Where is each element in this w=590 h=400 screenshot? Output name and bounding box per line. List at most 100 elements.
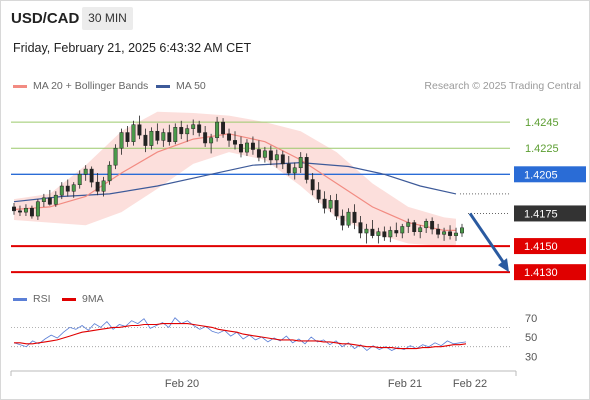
- support-tag: [514, 238, 586, 255]
- candle-up: [119, 132, 124, 149]
- candle-down: [382, 231, 387, 238]
- candle-up: [101, 180, 106, 192]
- rsi-label: RSI: [33, 293, 51, 305]
- candle-down: [203, 132, 208, 144]
- candle-down: [412, 222, 417, 232]
- support-label: 1.4130: [524, 267, 558, 279]
- candle-up: [191, 124, 196, 129]
- resistance-label: 1.4225: [525, 143, 559, 155]
- support-label: 1.4150: [524, 241, 558, 253]
- candle-up: [185, 128, 190, 135]
- rsi-swatch: [13, 297, 27, 301]
- timeframe-badge[interactable]: 30 MIN: [82, 7, 133, 30]
- ma50-line: [13, 161, 457, 203]
- research-credit: Research © 2025 Trading Central: [424, 80, 581, 92]
- legend-rsi: RSI: [13, 293, 51, 305]
- candle-up: [400, 226, 405, 234]
- candle-down: [322, 198, 327, 209]
- symbol-title: USD/CAD: [11, 10, 80, 27]
- candle-down: [47, 197, 52, 205]
- candle-up: [173, 127, 178, 142]
- candle-up: [454, 232, 458, 236]
- forecast-arrowhead: [498, 258, 509, 273]
- timestamp: Friday, February 21, 2025 6:43:32 AM CET: [13, 41, 252, 55]
- candle-down: [227, 133, 231, 141]
- x-tick-label: Feb 21: [388, 378, 422, 390]
- candle-up: [77, 174, 82, 185]
- x-tick-label: Feb 22: [453, 378, 487, 390]
- candle-up: [292, 167, 297, 174]
- support-tag: [514, 264, 586, 281]
- candle-up: [209, 137, 214, 144]
- candle-up: [107, 164, 112, 182]
- last-price-label: 1.4175: [524, 208, 558, 220]
- rsi-line: [13, 317, 467, 352]
- candle-up: [23, 207, 28, 213]
- candle-up: [215, 121, 220, 139]
- chart-header: USD/CAD 30 MIN: [0, 0, 590, 38]
- 9ma-line: [14, 323, 467, 350]
- candle-up: [424, 221, 429, 229]
- candle-up: [113, 147, 118, 166]
- candle-up: [418, 227, 423, 232]
- candle-down: [18, 210, 22, 213]
- candle-up: [149, 130, 154, 146]
- ma20-line: [13, 133, 456, 231]
- candle-down: [430, 221, 435, 230]
- candle-down: [143, 134, 148, 146]
- last-price-tag: [514, 205, 586, 222]
- candle-down: [448, 231, 453, 236]
- rsi-tick-label: 50: [525, 332, 537, 344]
- forecast-arrow: [468, 212, 506, 265]
- bollinger-band: [14, 111, 456, 247]
- candle-up: [262, 150, 267, 158]
- candle-down: [155, 130, 160, 141]
- candle-up: [364, 228, 369, 234]
- candle-up: [274, 154, 279, 161]
- candle-down: [394, 230, 399, 234]
- candle-up: [131, 124, 136, 142]
- candle-down: [167, 132, 172, 142]
- candle-down: [233, 140, 237, 145]
- candle-down: [250, 142, 255, 150]
- legend-9ma: 9MA: [62, 293, 104, 305]
- candle-down: [239, 144, 243, 153]
- candle-up: [41, 197, 46, 202]
- pivot-tag: [514, 166, 586, 183]
- candle-down: [256, 149, 261, 158]
- candle-down: [137, 124, 142, 136]
- candle-down: [179, 127, 184, 135]
- candle-up: [71, 184, 76, 192]
- candle-down: [65, 185, 70, 192]
- candle-down: [89, 168, 94, 183]
- candle-up: [83, 168, 88, 175]
- candle-down: [436, 228, 441, 235]
- rsi-tick-label: 70: [525, 313, 537, 325]
- candle-down: [352, 211, 357, 223]
- candle-up: [59, 185, 64, 196]
- candle-up: [298, 157, 303, 169]
- pivot-label: 1.4205: [524, 169, 558, 181]
- candle-up: [406, 222, 411, 227]
- rsi-tick-label: 30: [525, 351, 537, 363]
- candle-down: [95, 181, 100, 192]
- x-tick-label: Feb 20: [165, 378, 199, 390]
- candle-down: [29, 207, 34, 217]
- ma50-swatch: [156, 84, 170, 88]
- candle-up: [328, 200, 333, 209]
- candle-up: [245, 142, 249, 153]
- ma20-swatch: [13, 84, 27, 88]
- candle-down: [12, 206, 16, 212]
- candle-down: [370, 228, 375, 236]
- candle-down: [334, 200, 339, 217]
- candle-down: [268, 150, 273, 161]
- candle-up: [460, 227, 464, 234]
- candle-down: [310, 179, 315, 191]
- candle-down: [304, 157, 309, 180]
- legend-ma50: MA 50: [156, 80, 206, 92]
- candle-up: [53, 194, 58, 205]
- candle-down: [125, 132, 130, 142]
- candle-down: [197, 124, 202, 133]
- 9ma-label: 9MA: [82, 293, 104, 305]
